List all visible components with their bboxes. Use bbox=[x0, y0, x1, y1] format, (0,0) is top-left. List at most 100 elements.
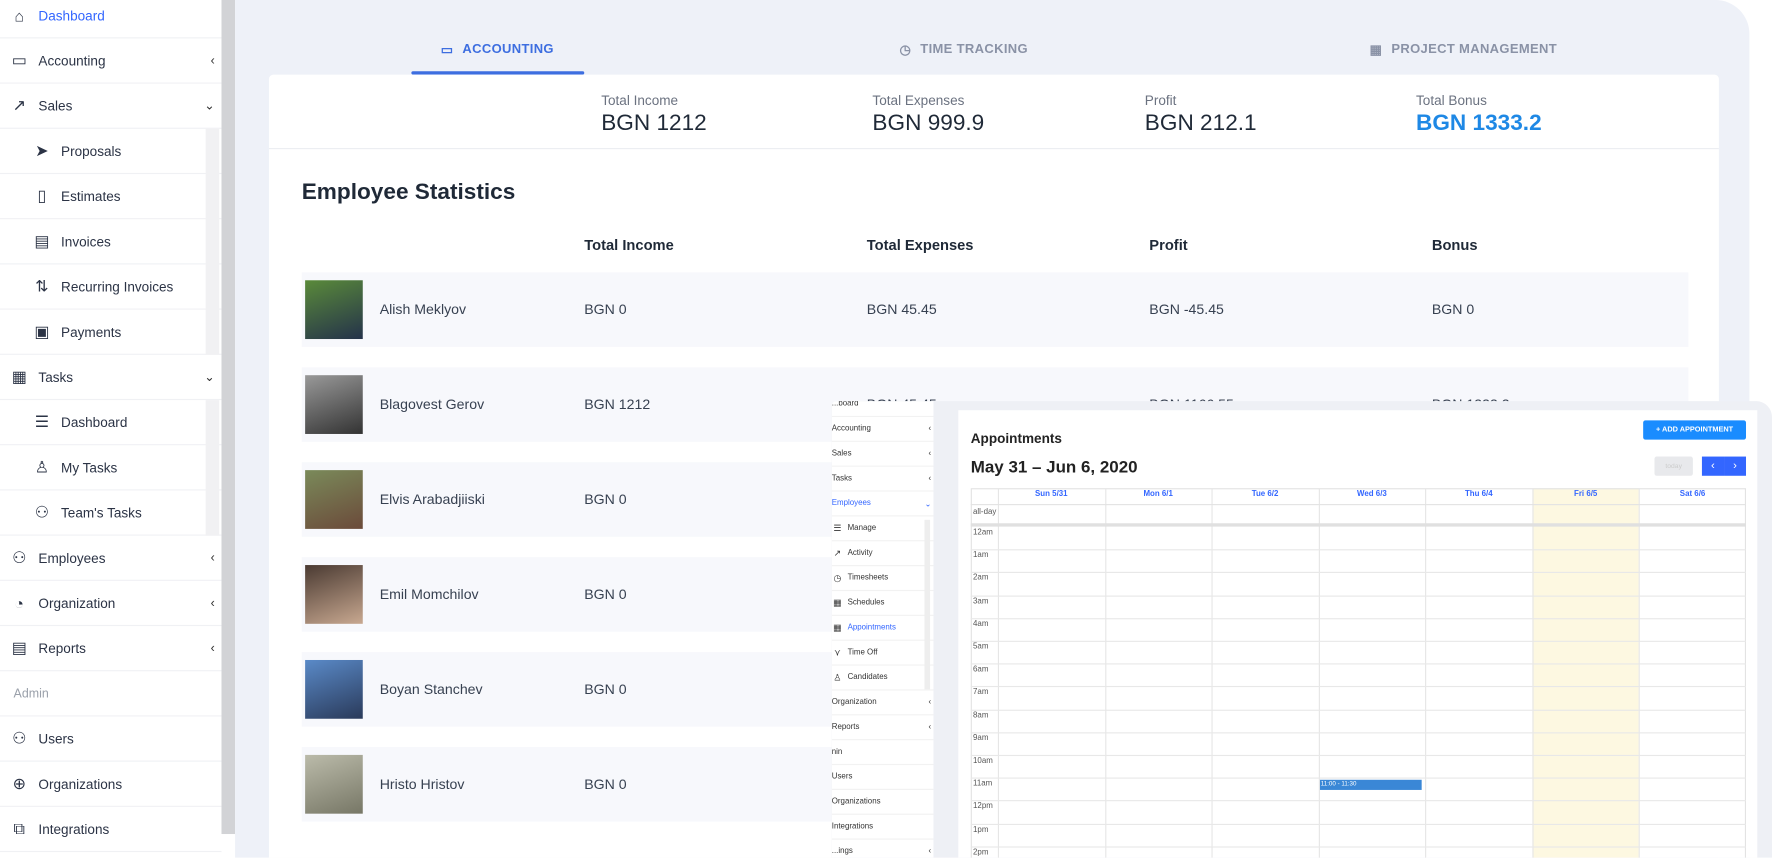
mini-sidebar-item-organizations[interactable]: Organizations bbox=[831, 790, 934, 815]
mini-sidebar-item-time-off[interactable]: ⋎ Time Off bbox=[831, 641, 934, 666]
hour-line bbox=[970, 846, 1747, 848]
divider bbox=[268, 148, 1719, 150]
sidebar-item-admin: Admin bbox=[0, 671, 222, 717]
hour-label: 9am bbox=[973, 734, 989, 743]
sidebar-item-payments[interactable]: ▣ Payments bbox=[0, 310, 222, 355]
menu-icon: ◷ bbox=[833, 572, 842, 584]
mini-sidebar-item-users[interactable]: Users bbox=[831, 765, 934, 790]
sidebar-item-dashboard[interactable]: ☰ Dashboard bbox=[0, 400, 222, 446]
mini-sidebar-label: nin bbox=[831, 748, 843, 757]
sidebar-item-sales[interactable]: ↗ Sales ⌄ bbox=[0, 84, 222, 129]
mini-sidebar-item-nin[interactable]: nin bbox=[831, 740, 934, 766]
avatar bbox=[305, 565, 363, 624]
cell-income: BGN 0 bbox=[584, 301, 627, 318]
cell-income: BGN 0 bbox=[584, 586, 627, 603]
chevron-icon: ‹ bbox=[210, 550, 215, 565]
sidebar-item-tasks[interactable]: ▦ Tasks ⌄ bbox=[0, 355, 222, 401]
mini-sidebar-item-candidates[interactable]: ♙ Candidates bbox=[831, 666, 934, 691]
hour-line bbox=[970, 800, 1747, 802]
sidebar-item-dashboard[interactable]: ⌂ Dashboard bbox=[0, 0, 222, 39]
chevron-icon: ‹ bbox=[928, 474, 932, 483]
summary-label: Profit bbox=[1144, 92, 1177, 109]
mini-sidebar-item-timesheets[interactable]: ◷ Timesheets bbox=[831, 566, 934, 592]
active-tab-indicator bbox=[411, 71, 585, 75]
cell-profit: BGN -45.45 bbox=[1149, 301, 1224, 318]
tasks-submenu-scrollbar[interactable] bbox=[205, 400, 220, 536]
next-week-button[interactable]: › bbox=[1723, 456, 1747, 476]
today-button[interactable]: today bbox=[1654, 456, 1693, 476]
day-header: Sun 5/31 bbox=[1035, 490, 1068, 499]
avatar bbox=[305, 375, 363, 434]
tab-accounting[interactable]: ▭ ACCOUNTING bbox=[441, 38, 554, 61]
sidebar-item-organization[interactable]: ◔ Organization ‹ bbox=[0, 581, 222, 627]
home-icon: ⌂ bbox=[14, 6, 24, 25]
section-title: Employee Statistics bbox=[301, 179, 516, 205]
mini-sidebar-item-activity[interactable]: ↗ Activity bbox=[831, 541, 934, 567]
mini-sidebar-label: Activity bbox=[847, 549, 873, 558]
mini-sidebar-label: Time Off bbox=[847, 648, 878, 657]
avatar bbox=[305, 754, 363, 814]
cell-expenses: BGN 45.45 bbox=[866, 301, 937, 318]
sidebar-item-label: Dashboard bbox=[38, 7, 105, 24]
sidebar-item-my-tasks[interactable]: ♙ My Tasks bbox=[0, 445, 222, 491]
mini-sidebar-item-sales[interactable]: Sales ‹ bbox=[831, 442, 934, 467]
mini-sidebar-item-ings[interactable]: ...ings ‹ bbox=[832, 840, 934, 858]
sidebar-item-label: Accounting bbox=[38, 52, 106, 69]
mini-sidebar-item-employees[interactable]: Employees ⌄ bbox=[831, 492, 934, 517]
sidebar-item-organizations[interactable]: ⊕ Organizations bbox=[0, 762, 222, 807]
menu-icon: ▦ bbox=[833, 597, 842, 608]
mini-sidebar-item-accounting[interactable]: Accounting ‹ bbox=[831, 417, 934, 442]
mini-sidebar-item-reports[interactable]: Reports ‹ bbox=[831, 715, 934, 741]
column-header: Profit bbox=[1149, 236, 1188, 254]
calendar-event[interactable]: 11:00 - 11:30 bbox=[1319, 779, 1422, 791]
employee-name: Boyan Stanchev bbox=[379, 681, 483, 698]
mini-sidebar-item-tasks[interactable]: Tasks ‹ bbox=[831, 467, 934, 492]
mini-sidebar-label: Manage bbox=[847, 524, 877, 533]
mini-sidebar-scrollbar[interactable] bbox=[924, 519, 931, 690]
add-appointment-button[interactable]: + ADD APPOINTMENT bbox=[1643, 420, 1747, 440]
mini-sidebar-item-board[interactable]: ...board bbox=[831, 401, 934, 418]
mini-sidebar-item-appointments[interactable]: ▦ Appointments bbox=[831, 616, 934, 641]
trend-icon: ↗ bbox=[12, 96, 26, 115]
employee-name: Elvis Arabadjiiski bbox=[379, 491, 485, 508]
tab-label: ACCOUNTING bbox=[462, 42, 554, 57]
sidebar-item-proposals[interactable]: ➤ Proposals bbox=[0, 129, 222, 175]
sidebar-item-label: Team's Tasks bbox=[61, 504, 142, 521]
globe-icon: ⊕ bbox=[12, 774, 26, 793]
sidebar: ⌂ Dashboard ▭ Accounting ‹ ↗ Sales ⌄ ➤ Proposals ▯… bbox=[0, 0, 222, 853]
sidebar-item-label: Admin bbox=[13, 686, 49, 701]
mini-sidebar-item-organization[interactable]: Organization ‹ bbox=[831, 690, 934, 716]
header-divider bbox=[970, 504, 1747, 506]
sidebar-item-users[interactable]: ⚇ Users bbox=[0, 716, 222, 762]
day-column-line bbox=[1211, 488, 1213, 858]
table-row[interactable]: Alish Meklyov BGN 0 BGN 45.45 BGN -45.45 BGN… bbox=[301, 272, 1689, 347]
sidebar-item-integrations[interactable]: ⧉ Integrations bbox=[0, 807, 222, 853]
hour-line bbox=[970, 549, 1747, 551]
prev-week-button[interactable]: ‹ bbox=[1701, 456, 1724, 476]
hour-line bbox=[970, 732, 1747, 734]
tab-time-tracking[interactable]: ◷ TIME TRACKING bbox=[900, 38, 1028, 61]
day-header: Wed 6/3 bbox=[1357, 490, 1387, 499]
mini-sidebar-item-schedules[interactable]: ▦ Schedules bbox=[831, 591, 934, 616]
sales-submenu-scrollbar[interactable] bbox=[205, 128, 220, 355]
sidebar-item-reports[interactable]: ▤ Reports ‹ bbox=[0, 626, 222, 672]
tab-project-management[interactable]: ▦ PROJECT MANAGEMENT bbox=[1370, 38, 1557, 61]
sidebar-item-estimates[interactable]: ▯ Estimates bbox=[0, 174, 222, 220]
chevron-icon: ‹ bbox=[928, 698, 932, 707]
mini-sidebar-item-integrations[interactable]: Integrations bbox=[831, 815, 934, 840]
sidebar-item-recurring-invoices[interactable]: ⇅ Recurring Invoices bbox=[0, 264, 222, 310]
sidebar-item-invoices[interactable]: ▤ Invoices bbox=[0, 219, 222, 265]
menu-icon: ⋎ bbox=[834, 647, 841, 658]
sidebar-item-employees[interactable]: ⚇ Employees ‹ bbox=[0, 536, 222, 581]
grid-border bbox=[970, 488, 1747, 858]
sidebar-item-accounting[interactable]: ▭ Accounting ‹ bbox=[0, 38, 222, 84]
sidebar-scrollbar[interactable] bbox=[221, 0, 236, 835]
integrations-icon: ⧉ bbox=[13, 819, 25, 838]
mini-sidebar-item-manage[interactable]: ☰ Manage bbox=[831, 516, 934, 542]
sidebar-item-team-s-tasks[interactable]: ⚇ Team's Tasks bbox=[0, 490, 222, 536]
sidebar-item-label: Employees bbox=[38, 549, 106, 566]
day-column-line bbox=[1318, 488, 1320, 858]
chevron-icon: ⌄ bbox=[204, 99, 215, 114]
hour-line bbox=[970, 823, 1747, 825]
file-icon: ▯ bbox=[37, 186, 47, 205]
